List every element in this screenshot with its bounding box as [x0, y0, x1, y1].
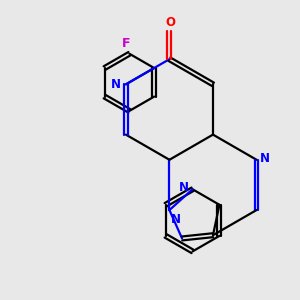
- Text: N: N: [171, 213, 181, 226]
- Text: F: F: [122, 37, 130, 50]
- Text: N: N: [179, 181, 189, 194]
- Text: N: N: [111, 78, 121, 91]
- Text: N: N: [260, 152, 270, 165]
- Text: O: O: [165, 16, 175, 28]
